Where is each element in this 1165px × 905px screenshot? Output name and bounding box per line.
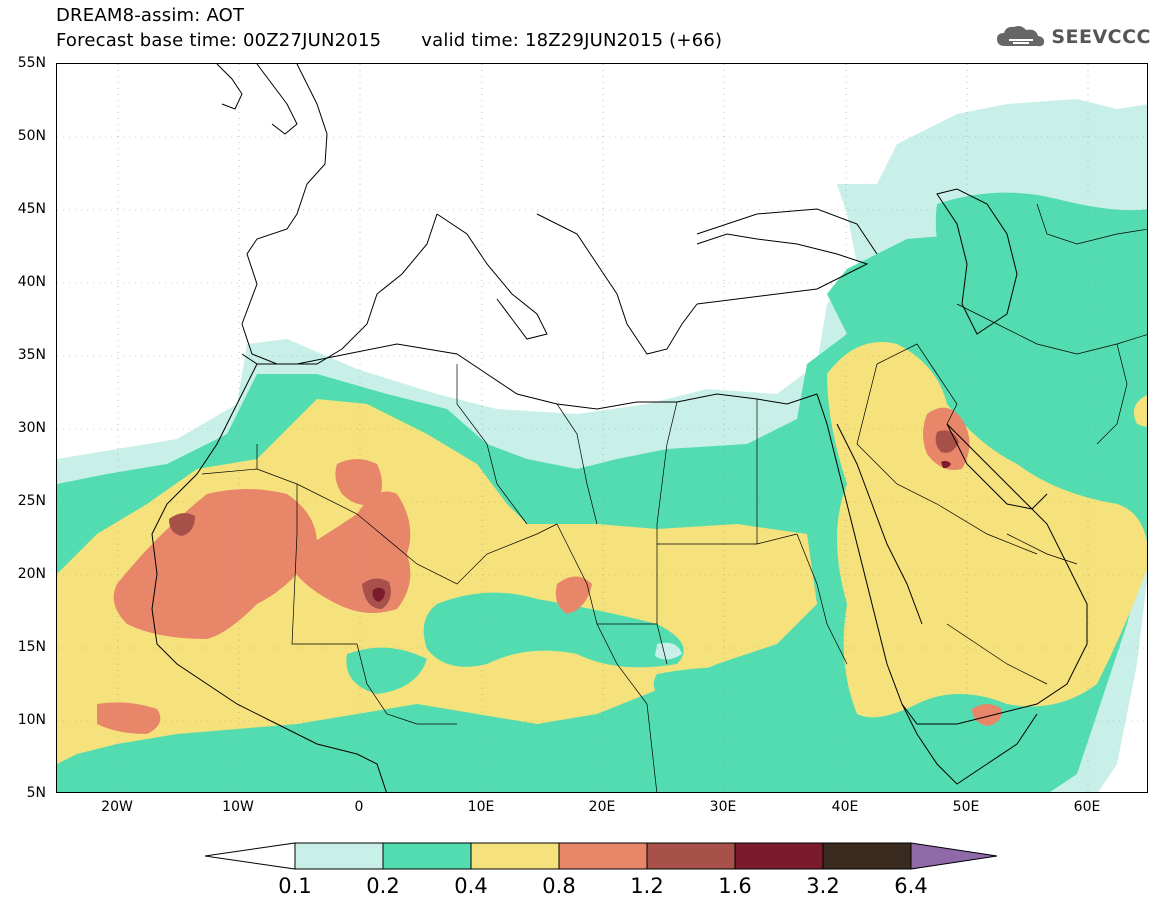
colorbar-label: 0.8	[542, 874, 576, 898]
colorbar-label: 0.1	[278, 874, 312, 898]
seevccc-logo: SEEVCCC	[995, 24, 1151, 50]
colorbar-segment	[822, 842, 912, 870]
lat-label: 55N	[17, 55, 46, 71]
title-line-2: Forecast base time: 00Z27JUN2015 valid ti…	[56, 31, 722, 51]
lon-label: 20E	[588, 799, 616, 815]
aot-map	[57, 64, 1147, 792]
lat-label: 5N	[26, 785, 46, 801]
lon-label: 10E	[467, 799, 495, 815]
lat-label: 15N	[17, 639, 46, 655]
colorbar-segment	[382, 842, 472, 870]
colorbar-segment	[470, 842, 560, 870]
lon-label: 60E	[1073, 799, 1101, 815]
colorbar-arrow-left	[205, 842, 296, 870]
colorbar-arrow-right	[910, 842, 998, 870]
colorbar-segment	[558, 842, 648, 870]
lat-label: 40N	[17, 274, 46, 290]
lon-label: 10W	[222, 799, 254, 815]
coastlines	[151, 64, 1088, 792]
lon-label: 30E	[709, 799, 737, 815]
cloud-icon	[997, 26, 1045, 47]
lat-label: 20N	[17, 566, 46, 582]
colorbar-label: 0.2	[366, 874, 400, 898]
valid-time: valid time: 18Z29JUN2015 (+66)	[421, 30, 723, 51]
colorbar-label: 1.6	[718, 874, 752, 898]
aot-band-extreme	[372, 587, 385, 602]
colorbar	[205, 842, 998, 870]
aot-band-high	[113, 489, 318, 639]
lat-label: 35N	[17, 347, 46, 363]
map-plot	[56, 63, 1148, 793]
country-borders	[201, 203, 1147, 792]
lon-label: 40E	[831, 799, 859, 815]
colorbar-label: 3.2	[806, 874, 840, 898]
colorbar-segment	[646, 842, 736, 870]
lat-label: 50N	[17, 128, 46, 144]
colorbar-label: 1.2	[630, 874, 664, 898]
colorbar-segment	[294, 842, 384, 870]
lat-label: 30N	[17, 420, 46, 436]
forecast-base-time: Forecast base time: 00Z27JUN2015	[56, 30, 382, 51]
lon-label: 50E	[952, 799, 980, 815]
colorbar-segment	[734, 842, 824, 870]
lon-label: 0	[354, 799, 364, 815]
colorbar-label: 0.4	[454, 874, 488, 898]
logo-text: SEEVCCC	[1051, 26, 1151, 48]
colorbar-label: 6.4	[894, 874, 928, 898]
lat-label: 10N	[17, 712, 46, 728]
lat-label: 25N	[17, 493, 46, 509]
lat-label: 45N	[17, 201, 46, 217]
title-line-1: DREAM8-assim: AOT	[56, 5, 245, 26]
lon-label: 20W	[101, 799, 133, 815]
